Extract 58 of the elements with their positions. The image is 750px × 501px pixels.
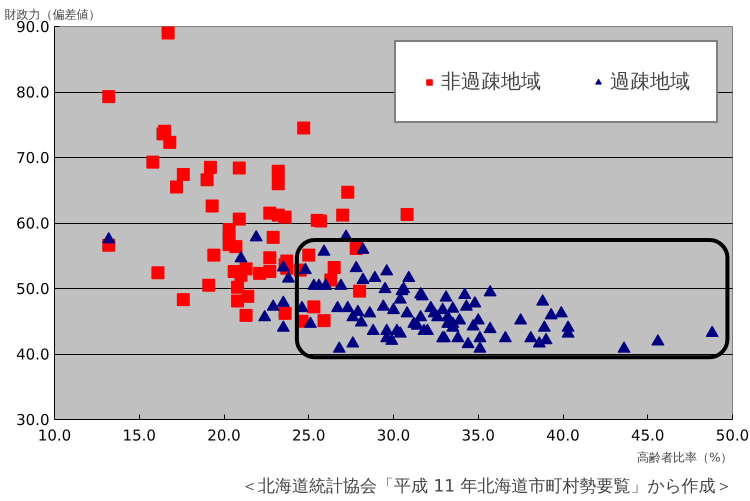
point: [170, 180, 184, 194]
x-tick-label: 30.0: [376, 426, 410, 444]
point: [272, 164, 285, 178]
y-tick-label: 70.0: [16, 149, 50, 167]
legend-label: 過疎地域: [610, 68, 690, 95]
point: [278, 306, 292, 320]
point: [176, 168, 190, 182]
point: [400, 208, 414, 221]
point: [102, 90, 116, 104]
point: [162, 26, 175, 40]
point: [206, 199, 219, 212]
point: [272, 177, 285, 190]
x-tick-label: 50.0: [716, 426, 750, 444]
x-tick-label: 25.0: [292, 426, 326, 444]
point: [341, 186, 354, 199]
point: [207, 248, 220, 262]
y-axis-title: 財政力（偏差値）: [4, 8, 100, 22]
point: [263, 264, 276, 278]
point: [353, 284, 366, 298]
point: [231, 294, 244, 308]
point: [314, 214, 328, 228]
x-tick-label: 40.0: [546, 426, 580, 444]
point: [278, 210, 292, 224]
point: [302, 248, 316, 262]
x-tick-label: 10.0: [38, 426, 72, 444]
x-axis-title: 高齢者比率（%）: [637, 450, 733, 464]
point: [202, 278, 216, 292]
point: [232, 212, 246, 226]
point: [297, 122, 310, 135]
point: [146, 156, 160, 169]
y-tick-label: 80.0: [16, 84, 50, 102]
y-tick-label: 30.0: [16, 411, 50, 429]
point: [204, 160, 217, 174]
point: [318, 314, 331, 328]
x-tick-label: 45.0: [631, 426, 664, 444]
y-tick-label: 40.0: [16, 346, 50, 364]
text: ＜北海道統計協会「平成 11 年北海道市町村勢要覧」から作成＞: [241, 476, 733, 496]
point: [307, 300, 320, 314]
x-tick-label: 15.0: [122, 426, 156, 444]
point: [240, 262, 253, 276]
point: [151, 266, 164, 280]
point: [336, 208, 350, 222]
point: [328, 261, 341, 274]
x-tick-label: 35.0: [462, 426, 495, 444]
y-tick-label: 60.0: [16, 214, 50, 232]
legend-label: 非過疎地域: [441, 68, 541, 95]
point: [266, 230, 280, 244]
point: [200, 173, 214, 186]
point: [229, 240, 242, 254]
y-tick-label: 50.0: [16, 280, 50, 298]
point: [163, 136, 176, 149]
point: [158, 124, 172, 138]
point: [176, 293, 190, 306]
point: [231, 280, 244, 294]
point: [263, 251, 276, 264]
point: [232, 161, 246, 174]
x-tick-label: 20.0: [207, 426, 241, 444]
point: [240, 308, 253, 322]
